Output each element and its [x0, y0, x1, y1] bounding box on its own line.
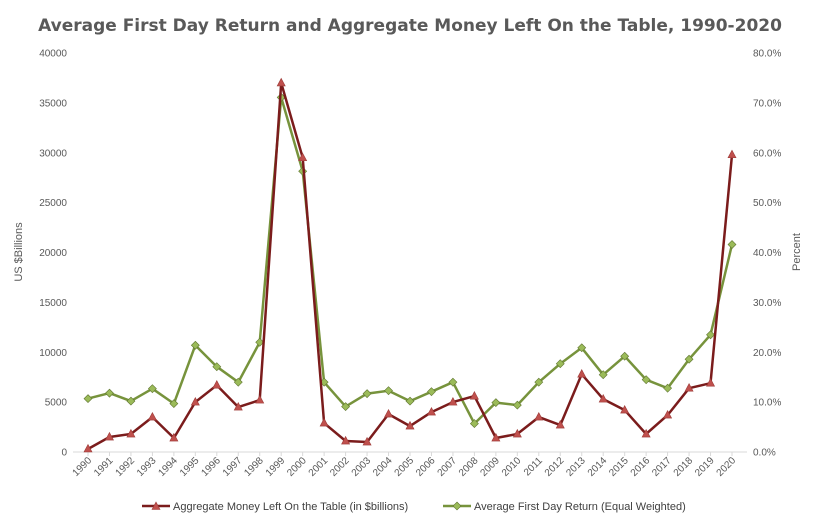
data-point-first-day-return: [405, 396, 415, 406]
data-point-money-left: [255, 394, 265, 404]
data-point-money-left: [276, 77, 286, 87]
data-point-first-day-return: [727, 240, 737, 249]
data-point-money-left: [169, 432, 179, 442]
data-point-first-day-return: [598, 370, 608, 380]
data-point-money-left: [362, 436, 372, 446]
data-point-first-day-return: [83, 394, 93, 404]
data-point-money-left: [469, 391, 479, 400]
y-right-tick-label: 50.0%: [753, 198, 781, 209]
data-point-money-left: [512, 428, 522, 438]
y-right-tick-label: 20.0%: [753, 348, 781, 359]
data-point-money-left: [384, 408, 394, 418]
data-point-money-left: [684, 383, 694, 392]
data-point-first-day-return: [620, 351, 630, 361]
legend-item-money-left: Aggregate Money Left On the Table (in $b…: [142, 501, 408, 513]
data-point-first-day-return: [384, 386, 393, 396]
data-point-money-left: [555, 419, 565, 429]
data-point-money-left: [405, 420, 415, 430]
data-point-first-day-return: [555, 359, 565, 369]
legend-label-money-left: Aggregate Money Left On the Table (in $b…: [173, 501, 408, 513]
y-left-tick-labels: 0 5000 10000 15000 20000 25000 30000 35000 40000: [39, 49, 67, 459]
data-point-money-left: [426, 406, 436, 416]
y-left-tick-label: 5000: [45, 398, 68, 409]
y-left-tick-label: 40000: [39, 49, 67, 60]
data-point-first-day-return: [706, 330, 715, 340]
data-point-money-left: [126, 428, 136, 438]
data-point-money-left: [319, 417, 329, 427]
data-point-first-day-return: [212, 362, 222, 372]
data-point-first-day-return: [341, 402, 351, 412]
y-right-tick-label: 70.0%: [753, 98, 781, 109]
data-point-first-day-return: [169, 399, 179, 409]
series-layer: [83, 77, 737, 453]
data-point-first-day-return: [577, 343, 587, 353]
y-left-tick-label: 20000: [39, 248, 67, 259]
y-right-axis-title: Percent: [791, 233, 803, 271]
data-point-first-day-return: [534, 377, 544, 387]
data-point-money-left: [598, 393, 608, 403]
data-point-first-day-return: [512, 400, 522, 410]
chart-title: Average First Day Return and Aggregate M…: [38, 16, 782, 36]
y-right-tick-label: 60.0%: [753, 148, 781, 159]
y-left-tick-label: 35000: [39, 98, 67, 109]
data-point-first-day-return: [469, 419, 479, 428]
legend-item-first-day-return: Average First Day Return (Equal Weighted…: [443, 501, 686, 513]
y-right-tick-labels: 0.0% 10.0% 20.0% 30.0% 40.0% 50.0% 60.0% 70.0% 8…: [753, 49, 781, 459]
data-point-first-day-return: [147, 384, 157, 394]
data-point-first-day-return: [684, 354, 694, 364]
data-point-money-left: [83, 443, 93, 453]
data-point-money-left: [727, 149, 737, 159]
data-point-first-day-return: [233, 377, 243, 387]
y-left-tick-label: 30000: [39, 148, 67, 159]
data-point-money-left: [147, 411, 157, 421]
y-right-tick-label: 10.0%: [753, 398, 781, 409]
y-left-tick-label: 10000: [39, 348, 67, 359]
data-point-money-left: [212, 380, 222, 389]
y-left-tick-label: 15000: [39, 298, 67, 309]
y-left-tick-label: 0: [61, 448, 67, 459]
data-point-money-left: [620, 404, 630, 414]
data-point-money-left: [663, 409, 673, 419]
data-point-first-day-return: [105, 388, 114, 398]
data-point-money-left: [577, 369, 587, 378]
y-right-tick-label: 80.0%: [753, 49, 781, 60]
data-point-money-left: [341, 435, 351, 445]
y-left-axis-title: US $Billions: [13, 222, 25, 282]
data-point-money-left: [491, 432, 501, 442]
data-point-money-left: [233, 401, 243, 411]
data-point-money-left: [534, 411, 544, 421]
data-point-first-day-return: [663, 383, 673, 393]
data-point-money-left: [298, 152, 308, 162]
data-point-money-left: [706, 378, 716, 387]
data-point-first-day-return: [190, 340, 200, 350]
y-right-tick-label: 40.0%: [753, 248, 781, 259]
data-point-first-day-return: [491, 398, 501, 408]
legend-label-first-day-return: Average First Day Return (Equal Weighted…: [474, 501, 686, 513]
legend-diamond-icon: [452, 501, 462, 511]
data-point-money-left: [104, 431, 114, 441]
legend: Aggregate Money Left On the Table (in $b…: [142, 501, 686, 513]
y-right-tick-label: 0.0%: [753, 448, 776, 459]
data-point-first-day-return: [448, 377, 458, 387]
y-left-tick-label: 25000: [39, 198, 67, 209]
data-point-money-left: [190, 396, 200, 406]
legend-triangle-icon: [151, 501, 161, 510]
data-point-first-day-return: [126, 396, 136, 406]
data-point-money-left: [448, 396, 458, 406]
data-point-first-day-return: [641, 375, 651, 385]
data-point-money-left: [641, 428, 651, 438]
data-point-first-day-return: [427, 387, 436, 397]
y-right-tick-label: 30.0%: [753, 298, 781, 309]
data-point-first-day-return: [255, 337, 265, 347]
data-point-first-day-return: [362, 389, 372, 399]
